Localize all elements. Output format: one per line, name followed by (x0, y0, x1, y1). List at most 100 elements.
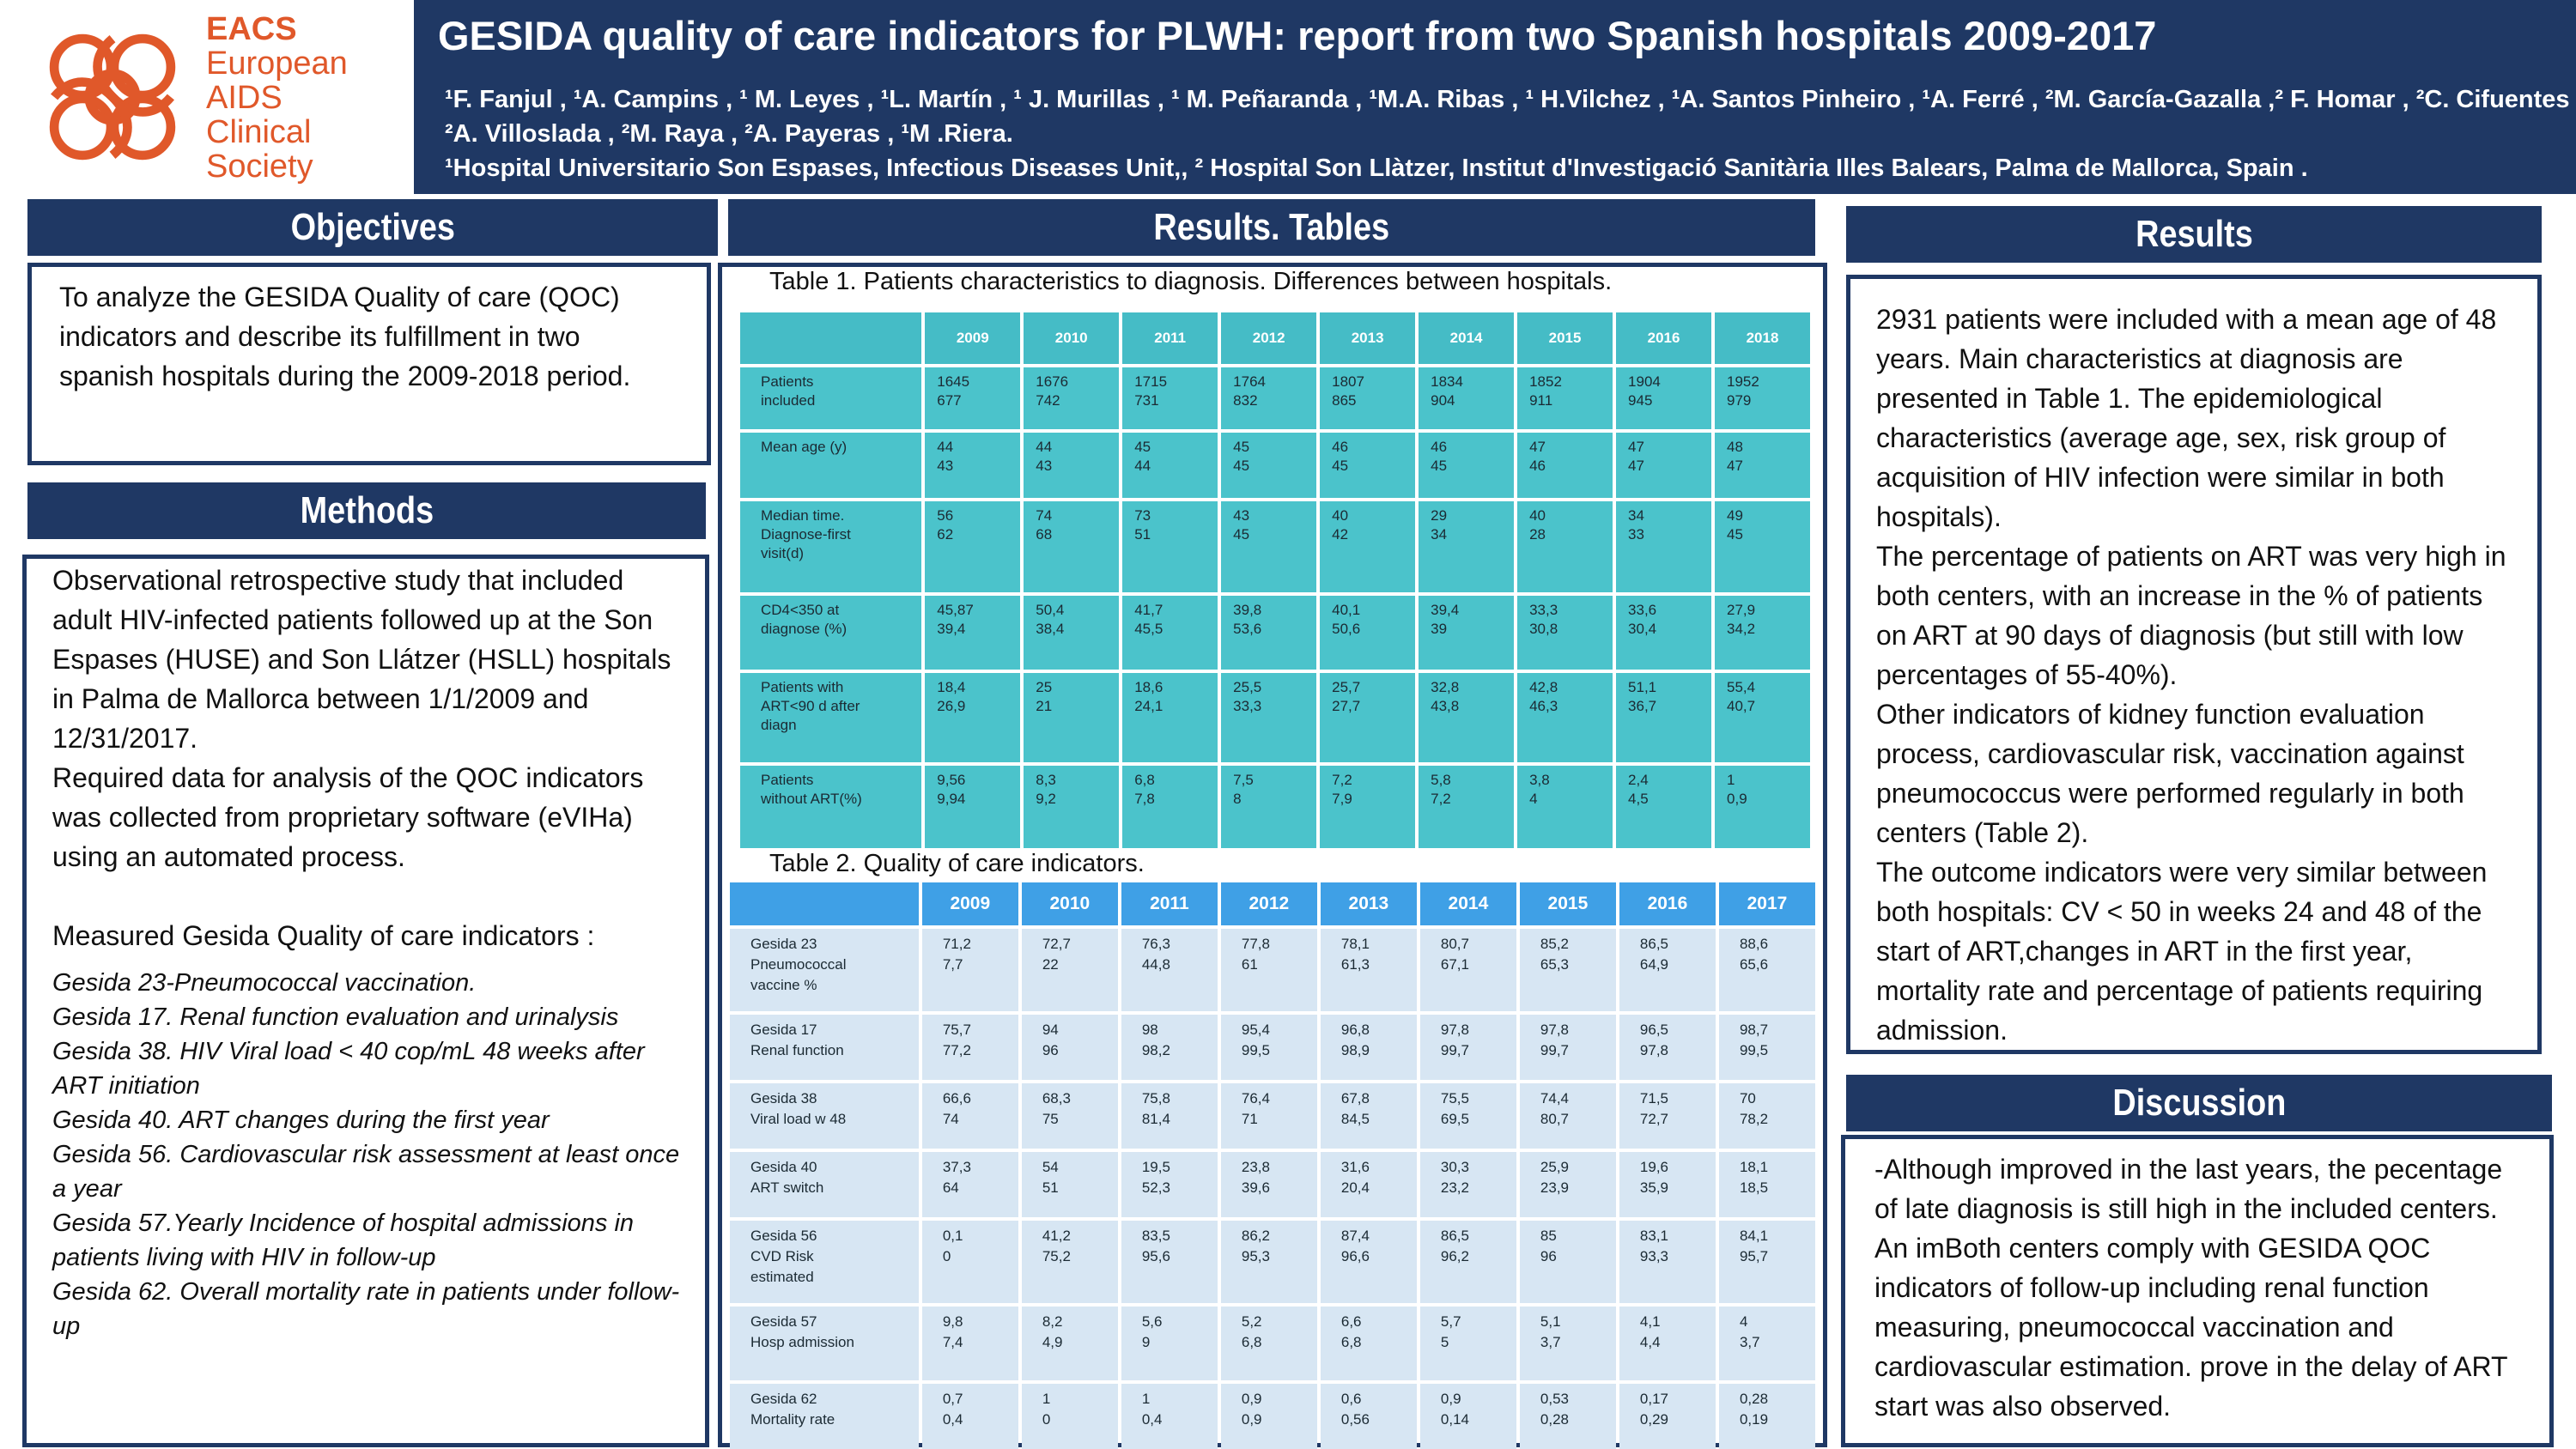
objectives-heading: Objectives (27, 199, 718, 256)
table2-value-cell: 98,7 99,5 (1718, 1015, 1815, 1080)
table1-value-cell: 45 44 (1122, 433, 1218, 498)
value-huse: 85 (1540, 1228, 1557, 1244)
value-huse: 49 (1727, 507, 1743, 524)
results-tables-heading: Results. Tables (728, 199, 1815, 256)
value-huse: 25,9 (1540, 1159, 1569, 1175)
value-hsll: 0,4 (942, 1411, 963, 1428)
value-hsll: 75,2 (1042, 1248, 1071, 1264)
table1-value-cell: 25 21 (1024, 673, 1120, 762)
table2-value-cell: 4,1 4,4 (1619, 1307, 1716, 1380)
value-hsll: 5 (1440, 1334, 1449, 1350)
table1-value-cell: 55,4 40,7 (1715, 673, 1810, 762)
value-hsll: 0,29 (1639, 1411, 1669, 1428)
value-hsll: 30,4 (1628, 621, 1657, 637)
table1-value-cell: 25,7 27,7 (1320, 673, 1416, 762)
table1-value-cell: 1852 911 (1517, 367, 1613, 429)
methods-paragraph-1: Observational retrospective study that i… (52, 565, 671, 754)
value-hsll: 43 (937, 458, 954, 474)
discussion-heading-text: Discussion (2112, 1082, 2286, 1124)
table1-row-label: Patients without ART(%) (740, 766, 922, 848)
table1-corner-cell (740, 312, 922, 364)
table2-value-cell: 0,7 0,4 (921, 1384, 1018, 1449)
value-huse: 8,3 (1036, 772, 1056, 788)
table2-value-cell: 54 51 (1021, 1152, 1118, 1217)
table1-value-cell: 6,8 7,8 (1122, 766, 1218, 848)
value-hsll: 832 (1233, 392, 1258, 409)
value-hsll: 45 (1431, 458, 1448, 474)
value-hsll: 0 (1042, 1411, 1051, 1428)
value-hsll: 50,6 (1332, 621, 1361, 637)
value-huse: 37,3 (942, 1159, 971, 1175)
table2-value-cell: 18,1 18,5 (1718, 1152, 1815, 1217)
value-hsll: 9,94 (937, 791, 966, 807)
value-hsll: 28 (1529, 526, 1546, 543)
value-hsll: 97,8 (1639, 1042, 1669, 1058)
value-hsll: 22 (1042, 956, 1059, 973)
value-huse: 5,1 (1540, 1313, 1561, 1330)
table2-year-header: 2016 (1619, 882, 1716, 925)
value-huse: 84,1 (1739, 1228, 1769, 1244)
row-label-line: Gesida 57 (750, 1313, 817, 1330)
table1-value-cell: 39,8 53,6 (1221, 596, 1317, 670)
table2-value-cell: 86,2 95,3 (1220, 1221, 1317, 1303)
table2-row-label: Gesida 17 Renal function (730, 1015, 919, 1080)
logo-line-clinical: Clinical (206, 114, 312, 150)
table2-value-cell: 72,7 22 (1021, 929, 1118, 1011)
value-hsll: 68 (1036, 526, 1053, 543)
results-heading-text: Results (2135, 213, 2253, 255)
value-hsll: 40,7 (1727, 698, 1756, 714)
row-label-line: CD4<350 at (761, 602, 840, 618)
table2-value-cell: 4 3,7 (1718, 1307, 1815, 1380)
value-huse: 70 (1739, 1090, 1756, 1106)
table2-value-cell: 0,17 0,29 (1619, 1384, 1716, 1449)
value-huse: 0,1 (942, 1228, 963, 1244)
value-hsll: 43,8 (1431, 698, 1460, 714)
value-huse: 30,3 (1440, 1159, 1469, 1175)
table1-value-cell: 40,1 50,6 (1320, 596, 1416, 670)
table1-year-header: 2018 (1715, 312, 1810, 364)
value-huse: 0,7 (942, 1391, 963, 1407)
value-hsll: 52,3 (1141, 1179, 1170, 1196)
value-hsll: 945 (1628, 392, 1653, 409)
value-huse: 55,4 (1727, 679, 1756, 695)
value-hsll: 47 (1628, 458, 1644, 474)
table1-value-cell: 18,4 26,9 (925, 673, 1021, 762)
value-huse: 44 (1036, 439, 1053, 455)
table2-value-cell: 96,8 98,9 (1320, 1015, 1417, 1080)
value-hsll: 30,8 (1529, 621, 1558, 637)
value-hsll: 72,7 (1639, 1111, 1669, 1127)
discussion-text: -Although improved in the last years, th… (1874, 1154, 2507, 1422)
value-hsll: 64,9 (1639, 956, 1669, 973)
table2-year-header: 2013 (1320, 882, 1417, 925)
value-hsll: 7,2 (1431, 791, 1451, 807)
table2-header-row: 2009 2010 2011 2012 2013 2014 2015 2016 2017 (730, 882, 1815, 925)
value-hsll: 6,8 (1340, 1334, 1362, 1350)
value-huse: 1852 (1529, 373, 1562, 390)
indicator-item: Gesida 57.Yearly Incidence of hospital a… (52, 1210, 635, 1271)
value-huse: 5,6 (1141, 1313, 1163, 1330)
row-label-line: Gesida 17 (750, 1022, 817, 1038)
table2-row-label: Gesida 57 Hosp admission (730, 1307, 919, 1380)
row-label-line: CVD Risk (750, 1248, 814, 1264)
value-huse: 1 (1042, 1391, 1051, 1407)
table2-value-cell: 30,3 23,2 (1419, 1152, 1516, 1217)
value-huse: 4 (1739, 1313, 1748, 1330)
table2-value-cell: 1 0,4 (1121, 1384, 1218, 1449)
objectives-heading-text: Objectives (290, 206, 455, 248)
table2-value-cell: 76,3 44,8 (1121, 929, 1218, 1011)
value-hsll: 26,9 (937, 698, 966, 714)
table1-row-label: Mean age (y) (740, 433, 922, 498)
row-label-line: ART switch (750, 1179, 824, 1196)
value-huse: 0,28 (1739, 1391, 1769, 1407)
value-hsll: 61,3 (1340, 956, 1370, 973)
table1-row: Patients without ART(%) 9,56 9,94 8,3 9,2 6,8 7… (740, 766, 1810, 848)
value-hsll: 38,4 (1036, 621, 1065, 637)
table1-value-cell: 74 68 (1024, 501, 1120, 592)
table1-value-cell: 48 47 (1715, 433, 1810, 498)
row-label-line: Renal function (750, 1042, 844, 1058)
results-paragraph-2: The percentage of patients on ART was ve… (1876, 541, 2506, 690)
table2-value-cell: 87,4 96,6 (1320, 1221, 1417, 1303)
row-label-line: estimated (750, 1269, 814, 1285)
objectives-box: To analyze the GESIDA Quality of care (Q… (27, 263, 711, 465)
row-label-line: Hosp admission (750, 1334, 854, 1350)
